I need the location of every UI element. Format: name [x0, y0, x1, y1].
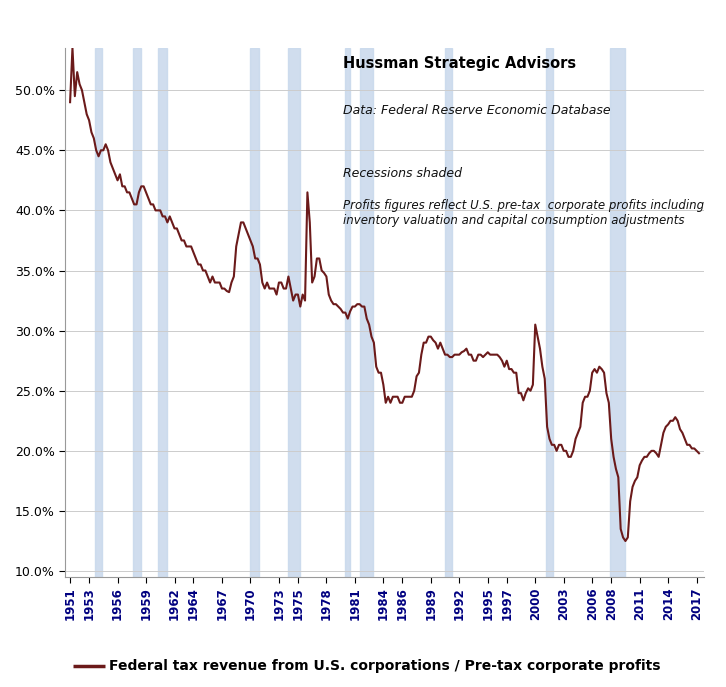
Bar	[134, 48, 141, 577]
Bar	[547, 48, 553, 577]
Text: Federal tax revenue from U.S. corporations / Pre-tax corporate profits: Federal tax revenue from U.S. corporatio…	[109, 660, 661, 673]
Text: Data: Federal Reserve Economic Database: Data: Federal Reserve Economic Database	[343, 104, 611, 117]
Bar	[445, 48, 452, 577]
Text: Recessions shaded: Recessions shaded	[343, 167, 462, 180]
Text: Hussman Strategic Advisors: Hussman Strategic Advisors	[343, 56, 576, 71]
Bar	[287, 48, 300, 577]
Text: Profits figures reflect U.S. pre-tax  corporate profits including
inventory valu: Profits figures reflect U.S. pre-tax cor…	[343, 199, 704, 227]
Bar	[250, 48, 259, 577]
Bar	[94, 48, 102, 577]
Bar	[158, 48, 167, 577]
Bar	[359, 48, 373, 577]
Bar	[346, 48, 350, 577]
Bar	[611, 48, 625, 577]
